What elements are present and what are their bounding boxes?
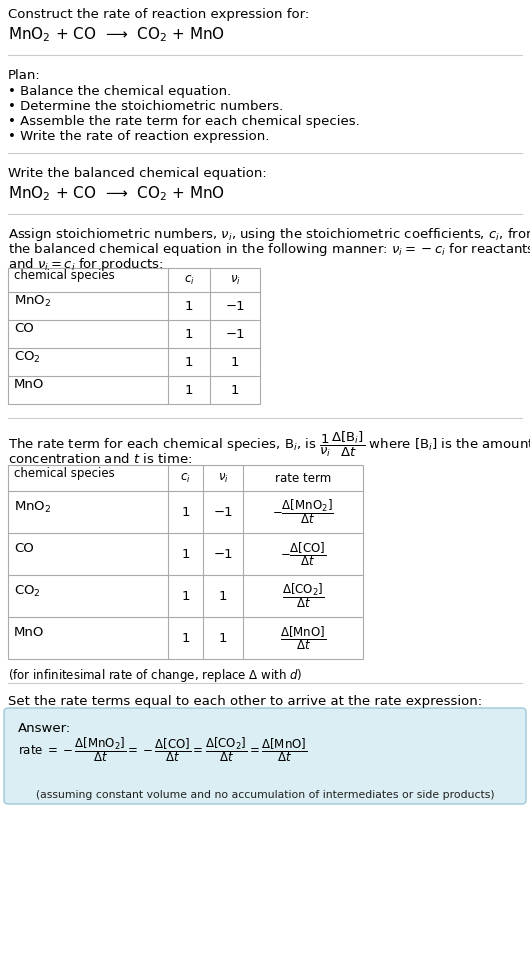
Text: $\nu_i$: $\nu_i$ <box>218 471 228 484</box>
Text: MnO: MnO <box>14 627 45 639</box>
Text: chemical species: chemical species <box>14 268 115 281</box>
Text: The rate term for each chemical species, B$_i$, is $\dfrac{1}{\nu_i}\dfrac{\Delt: The rate term for each chemical species,… <box>8 430 530 460</box>
Text: and $\nu_i = c_i$ for products:: and $\nu_i = c_i$ for products: <box>8 256 164 273</box>
Text: CO$_2$: CO$_2$ <box>14 584 41 598</box>
Text: CO$_2$: CO$_2$ <box>14 349 41 365</box>
Text: 1: 1 <box>185 328 193 341</box>
Text: 1: 1 <box>181 548 190 560</box>
Text: Plan:: Plan: <box>8 69 41 82</box>
Text: −1: −1 <box>225 300 245 312</box>
Text: 1: 1 <box>231 384 239 396</box>
Text: 1: 1 <box>219 631 227 644</box>
Text: CO: CO <box>14 322 34 336</box>
Text: chemical species: chemical species <box>14 467 115 479</box>
Bar <box>8 268 260 404</box>
Text: • Balance the chemical equation.: • Balance the chemical equation. <box>8 85 231 98</box>
Text: 1: 1 <box>181 590 190 602</box>
Text: Answer:: Answer: <box>18 722 71 735</box>
Text: • Write the rate of reaction expression.: • Write the rate of reaction expression. <box>8 130 269 143</box>
Text: 1: 1 <box>231 355 239 369</box>
Text: $\dfrac{\Delta[\mathrm{CO_2}]}{\Delta t}$: $\dfrac{\Delta[\mathrm{CO_2}]}{\Delta t}… <box>282 582 324 610</box>
Text: Construct the rate of reaction expression for:: Construct the rate of reaction expressio… <box>8 8 309 21</box>
Text: 1: 1 <box>181 506 190 518</box>
Text: Set the rate terms equal to each other to arrive at the rate expression:: Set the rate terms equal to each other t… <box>8 695 482 708</box>
Text: MnO$_2$: MnO$_2$ <box>14 500 51 514</box>
Text: $c_i$: $c_i$ <box>180 471 191 484</box>
Text: (assuming constant volume and no accumulation of intermediates or side products): (assuming constant volume and no accumul… <box>36 790 494 800</box>
Text: $\nu_i$: $\nu_i$ <box>229 273 241 287</box>
Text: (for infinitesimal rate of change, replace Δ with $d$): (for infinitesimal rate of change, repla… <box>8 667 303 684</box>
Text: Write the balanced chemical equation:: Write the balanced chemical equation: <box>8 167 267 180</box>
Text: 1: 1 <box>185 300 193 312</box>
Text: 1: 1 <box>185 384 193 396</box>
Text: −1: −1 <box>225 328 245 341</box>
Text: Assign stoichiometric numbers, $\nu_i$, using the stoichiometric coefficients, $: Assign stoichiometric numbers, $\nu_i$, … <box>8 226 530 243</box>
Text: rate term: rate term <box>275 471 331 484</box>
Text: 1: 1 <box>185 355 193 369</box>
Text: $-\dfrac{\Delta[\mathrm{CO}]}{\Delta t}$: $-\dfrac{\Delta[\mathrm{CO}]}{\Delta t}$ <box>280 540 326 568</box>
Text: MnO$_2$ + CO  ⟶  CO$_2$ + MnO: MnO$_2$ + CO ⟶ CO$_2$ + MnO <box>8 25 225 44</box>
Text: concentration and $t$ is time:: concentration and $t$ is time: <box>8 452 192 466</box>
Text: MnO: MnO <box>14 379 45 391</box>
Text: −1: −1 <box>213 506 233 518</box>
Text: MnO$_2$ + CO  ⟶  CO$_2$ + MnO: MnO$_2$ + CO ⟶ CO$_2$ + MnO <box>8 184 225 203</box>
Text: 1: 1 <box>219 590 227 602</box>
Text: −1: −1 <box>213 548 233 560</box>
Text: 1: 1 <box>181 631 190 644</box>
Text: $c_i$: $c_i$ <box>183 273 195 287</box>
Text: • Determine the stoichiometric numbers.: • Determine the stoichiometric numbers. <box>8 100 283 113</box>
Text: • Assemble the rate term for each chemical species.: • Assemble the rate term for each chemic… <box>8 115 360 128</box>
Bar <box>8 465 363 659</box>
Text: $-\dfrac{\Delta[\mathrm{MnO_2}]}{\Delta t}$: $-\dfrac{\Delta[\mathrm{MnO_2}]}{\Delta … <box>272 498 334 526</box>
FancyBboxPatch shape <box>4 708 526 804</box>
Text: MnO$_2$: MnO$_2$ <box>14 294 51 308</box>
Text: CO: CO <box>14 543 34 555</box>
Text: $\dfrac{\Delta[\mathrm{MnO}]}{\Delta t}$: $\dfrac{\Delta[\mathrm{MnO}]}{\Delta t}$ <box>280 625 326 652</box>
Text: the balanced chemical equation in the following manner: $\nu_i = -c_i$ for react: the balanced chemical equation in the fo… <box>8 241 530 258</box>
Text: rate $= -\dfrac{\Delta[\mathrm{MnO_2}]}{\Delta t} = -\dfrac{\Delta[\mathrm{CO}]}: rate $= -\dfrac{\Delta[\mathrm{MnO_2}]}{… <box>18 736 307 764</box>
